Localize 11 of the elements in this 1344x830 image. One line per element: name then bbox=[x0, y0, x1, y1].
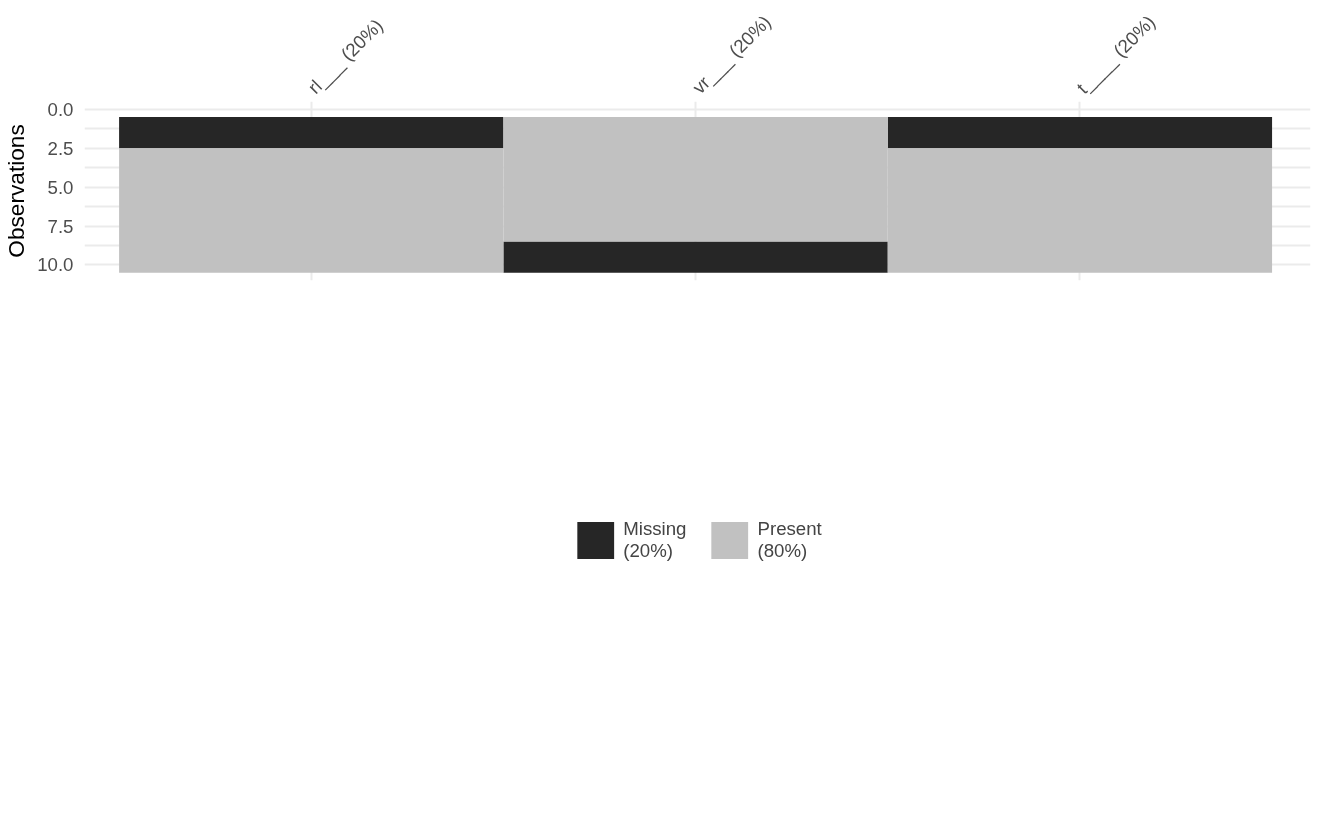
y-tick-label: 7.5 bbox=[47, 215, 74, 237]
bar bbox=[503, 241, 888, 273]
legend-label: Present (80%) bbox=[757, 517, 822, 563]
y-tick-label: 5.0 bbox=[47, 176, 74, 198]
y-tick-label: 0.0 bbox=[47, 98, 74, 120]
y-tick-label: 10.0 bbox=[37, 254, 74, 276]
bar bbox=[887, 117, 1273, 149]
legend-label: Missing (20%) bbox=[623, 517, 687, 563]
y-tick-label: 2.5 bbox=[47, 137, 74, 159]
bar bbox=[119, 117, 504, 149]
y-axis-title: Observations bbox=[3, 124, 30, 258]
